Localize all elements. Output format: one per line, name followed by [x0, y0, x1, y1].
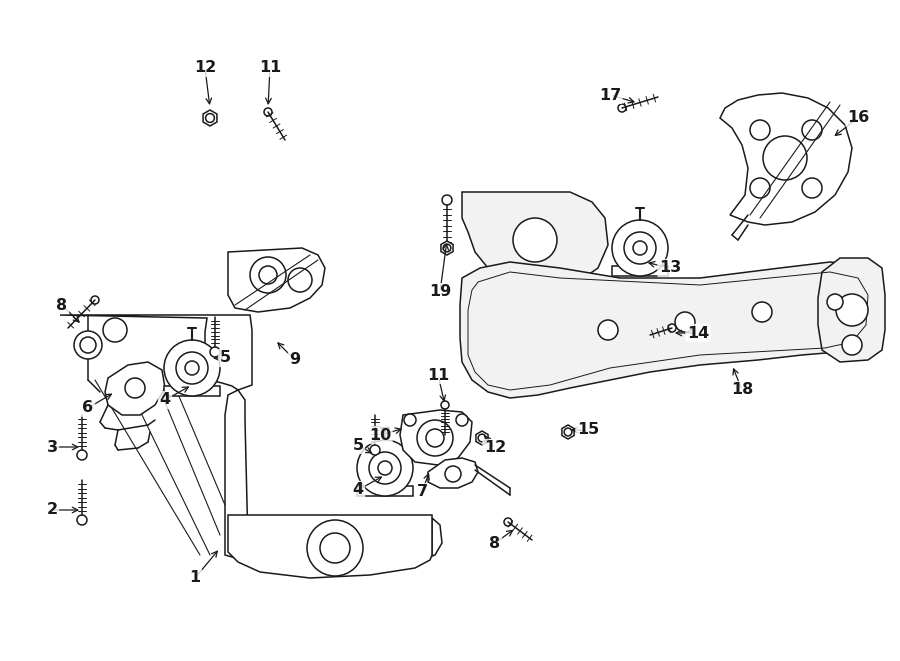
Polygon shape	[60, 315, 442, 572]
Polygon shape	[462, 192, 608, 290]
Text: 5: 5	[220, 350, 230, 366]
Circle shape	[259, 266, 277, 284]
Text: 18: 18	[731, 383, 753, 397]
Circle shape	[185, 361, 199, 375]
Circle shape	[564, 428, 572, 436]
Text: 19: 19	[429, 284, 451, 299]
Circle shape	[80, 337, 96, 353]
Text: 16: 16	[847, 110, 869, 126]
Circle shape	[836, 294, 868, 326]
Circle shape	[445, 466, 461, 482]
Polygon shape	[203, 110, 217, 126]
Circle shape	[307, 520, 363, 576]
Text: 3: 3	[47, 440, 58, 455]
Circle shape	[417, 420, 453, 456]
Text: 8: 8	[490, 535, 500, 551]
Circle shape	[842, 335, 862, 355]
Polygon shape	[228, 248, 325, 312]
Polygon shape	[612, 266, 668, 276]
Circle shape	[802, 178, 822, 198]
Circle shape	[404, 414, 416, 426]
Circle shape	[164, 340, 220, 396]
Text: 11: 11	[259, 61, 281, 75]
Text: 12: 12	[484, 440, 506, 455]
Circle shape	[443, 244, 451, 252]
Text: 11: 11	[427, 368, 449, 383]
Circle shape	[478, 434, 486, 442]
Circle shape	[320, 533, 350, 563]
Circle shape	[668, 324, 676, 332]
Circle shape	[750, 120, 770, 140]
Polygon shape	[357, 486, 413, 496]
Polygon shape	[105, 362, 165, 415]
Circle shape	[426, 429, 444, 447]
Text: 12: 12	[194, 61, 216, 75]
Text: 8: 8	[57, 297, 68, 313]
Circle shape	[210, 347, 220, 357]
Text: 14: 14	[687, 325, 709, 340]
Text: 17: 17	[598, 87, 621, 102]
Circle shape	[176, 352, 208, 384]
Polygon shape	[476, 431, 488, 445]
Circle shape	[369, 452, 401, 484]
Circle shape	[624, 232, 656, 264]
Text: 9: 9	[290, 352, 301, 368]
Polygon shape	[228, 515, 432, 578]
Circle shape	[91, 296, 99, 304]
Text: 5: 5	[353, 438, 364, 453]
Circle shape	[77, 450, 87, 460]
Circle shape	[633, 241, 647, 255]
Circle shape	[77, 515, 87, 525]
Circle shape	[802, 120, 822, 140]
Text: 13: 13	[659, 260, 681, 276]
Polygon shape	[428, 458, 478, 488]
Text: 10: 10	[369, 428, 392, 442]
Circle shape	[74, 331, 102, 359]
Circle shape	[750, 178, 770, 198]
Circle shape	[618, 104, 626, 112]
Circle shape	[357, 440, 413, 496]
Circle shape	[288, 268, 312, 292]
Text: 2: 2	[47, 502, 58, 518]
Text: 6: 6	[83, 401, 94, 416]
Circle shape	[504, 518, 512, 526]
Circle shape	[598, 320, 618, 340]
Polygon shape	[400, 410, 472, 465]
Circle shape	[612, 220, 668, 276]
Circle shape	[827, 294, 843, 310]
Circle shape	[441, 401, 449, 409]
Text: 1: 1	[189, 570, 201, 586]
Circle shape	[456, 414, 468, 426]
Text: 15: 15	[577, 422, 599, 438]
Circle shape	[378, 461, 392, 475]
Circle shape	[513, 218, 557, 262]
Polygon shape	[818, 258, 885, 362]
Circle shape	[264, 108, 272, 116]
Polygon shape	[460, 262, 878, 398]
Circle shape	[763, 136, 807, 180]
Circle shape	[125, 378, 145, 398]
Text: 4: 4	[353, 483, 364, 498]
Polygon shape	[562, 425, 574, 439]
Text: 7: 7	[417, 485, 428, 500]
Circle shape	[442, 195, 452, 205]
Circle shape	[370, 445, 380, 455]
Text: 4: 4	[159, 393, 171, 407]
Polygon shape	[720, 93, 852, 225]
Polygon shape	[164, 386, 220, 396]
Circle shape	[675, 312, 695, 332]
Circle shape	[752, 302, 772, 322]
Circle shape	[250, 257, 286, 293]
Polygon shape	[441, 241, 453, 255]
Circle shape	[205, 114, 214, 122]
Circle shape	[103, 318, 127, 342]
